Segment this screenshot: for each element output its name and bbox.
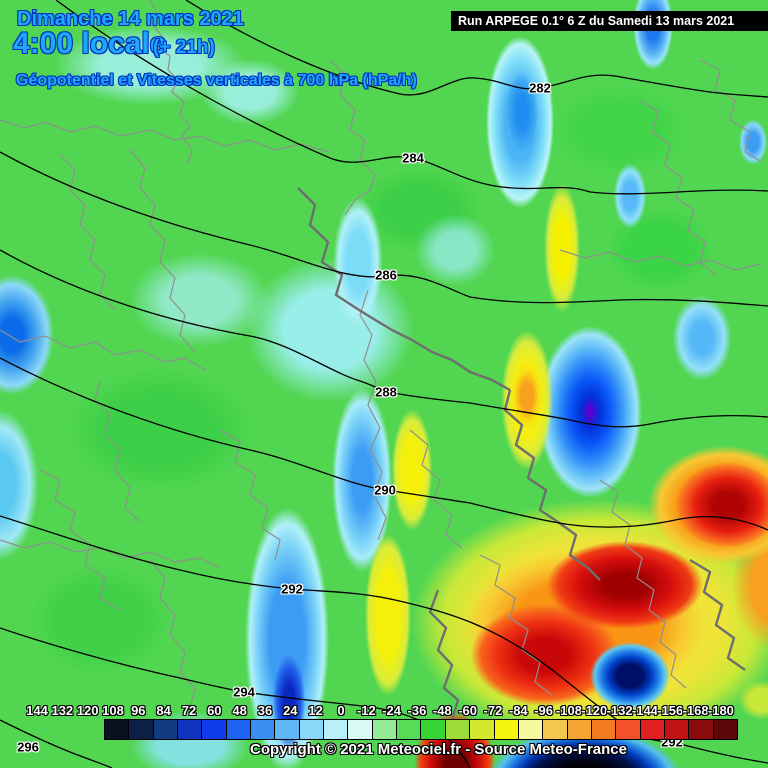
contour-label: 290 — [374, 482, 396, 498]
colorbar-cell — [153, 720, 179, 739]
colorbar-tick-label: -168 — [682, 703, 709, 718]
colorbar-cell — [275, 720, 300, 739]
colorbar-tick-label: 60 — [207, 703, 222, 718]
colorbar-cell — [105, 720, 130, 739]
colorbar-cell — [713, 720, 737, 739]
colorbar-cell — [202, 720, 227, 739]
colorbar-cell — [543, 720, 568, 739]
colorbar-tick-label: 24 — [283, 703, 298, 718]
colorbar-tick-label: 72 — [181, 703, 197, 718]
colorbar-tick-label: 12 — [308, 703, 323, 718]
colorbar-tick-label: -24 — [382, 703, 402, 718]
colorbar-cell — [226, 720, 252, 739]
contour-label: 282 — [529, 80, 551, 96]
colorbar-tick-label: -120 — [581, 703, 608, 718]
colorbar-cell — [567, 720, 592, 739]
colorbar-tick-label: -36 — [407, 703, 427, 718]
colorbar-tick-label: -48 — [432, 703, 452, 718]
colorbar-cell — [591, 720, 617, 739]
colorbar-tick-label: -12 — [356, 703, 376, 718]
parameter-title: Géopotentiel et Vitesses verticales à 70… — [16, 72, 417, 89]
colorbar-tick-label: 132 — [51, 703, 74, 718]
colorbar-tick-label: 84 — [156, 703, 171, 718]
run-info-box: Run ARPEGE 0.1° 6 Z du Samedi 13 mars 20… — [451, 11, 768, 31]
contour-label: 294 — [233, 684, 255, 700]
forecast-offset-label: (+ 21h) — [153, 37, 215, 58]
colorbar-cell — [445, 720, 471, 739]
contour-label: 288 — [375, 384, 397, 400]
colorbar — [104, 719, 738, 740]
colorbar-tick-label: -72 — [483, 703, 503, 718]
contour-label: 296 — [17, 739, 39, 755]
colorbar-tick-label: -96 — [534, 703, 553, 718]
colorbar-tick-label: -108 — [555, 703, 582, 718]
date-label: Dimanche 14 mars 2021 — [17, 8, 244, 30]
run-info-text: Run ARPEGE 0.1° 6 Z du Samedi 13 mars 20… — [458, 14, 735, 28]
colorbar-tick-label: 36 — [257, 703, 273, 718]
colorbar-cell — [129, 720, 154, 739]
colorbar-tick-label: -180 — [707, 703, 734, 718]
colorbar-tick-label: -84 — [508, 703, 528, 718]
colorbar-cell — [251, 720, 276, 739]
colorbar-cell — [421, 720, 446, 739]
contour-label: 284 — [402, 150, 424, 166]
colorbar-cell — [689, 720, 714, 739]
contour-label: 286 — [375, 267, 397, 283]
colorbar-cell — [470, 720, 495, 739]
colorbar-cell — [640, 720, 665, 739]
colorbar-tick-label: -132 — [606, 703, 633, 718]
colorbar-tick-label: -156 — [657, 703, 684, 718]
colorbar-tick-label: 108 — [102, 703, 124, 718]
colorbar-cell — [372, 720, 398, 739]
colorbar-tick-label: 0 — [337, 703, 345, 718]
copyright-text: Copyright © 2021 Meteociel.fr - Source M… — [250, 741, 627, 758]
colorbar-tick-label: 144 — [26, 703, 48, 718]
colorbar-cell — [178, 720, 203, 739]
colorbar-cell — [664, 720, 690, 739]
colorbar-tick-label: 48 — [232, 703, 247, 718]
colorbar-cell — [616, 720, 641, 739]
colorbar-cell — [494, 720, 519, 739]
colorbar-tick-label: 96 — [131, 703, 146, 718]
colorbar-cell — [324, 720, 349, 739]
colorbar-tick-label: -144 — [631, 703, 658, 718]
colorbar-cell — [348, 720, 373, 739]
time-label: 4:00 locale — [13, 27, 167, 60]
contour-label: 292 — [281, 581, 303, 597]
colorbar-tick-label: 120 — [76, 703, 99, 718]
colorbar-cell — [299, 720, 325, 739]
colorbar-tick-label: -60 — [458, 703, 478, 718]
colorbar-cell — [518, 720, 544, 739]
colorbar-cell — [397, 720, 422, 739]
